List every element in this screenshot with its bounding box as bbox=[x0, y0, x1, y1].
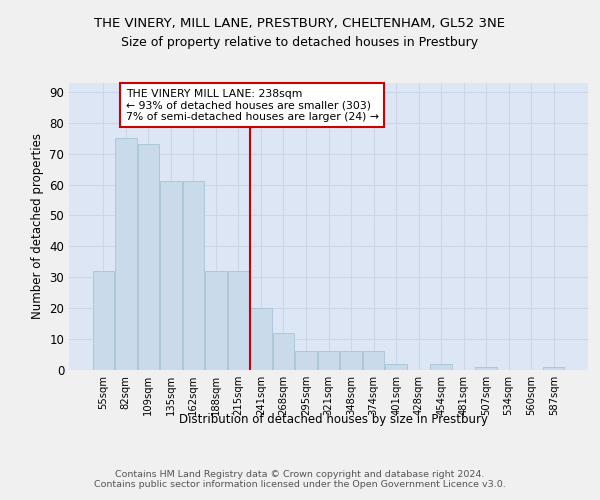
Bar bbox=[137, 144, 159, 370]
Text: THE VINERY MILL LANE: 238sqm
← 93% of detached houses are smaller (303)
7% of se: THE VINERY MILL LANE: 238sqm ← 93% of de… bbox=[126, 88, 379, 122]
Bar bbox=[273, 333, 294, 370]
Bar bbox=[182, 182, 204, 370]
Bar bbox=[430, 364, 452, 370]
Bar bbox=[205, 271, 227, 370]
Y-axis label: Number of detached properties: Number of detached properties bbox=[31, 133, 44, 320]
Bar bbox=[543, 367, 565, 370]
Text: THE VINERY, MILL LANE, PRESTBURY, CHELTENHAM, GL52 3NE: THE VINERY, MILL LANE, PRESTBURY, CHELTE… bbox=[95, 18, 505, 30]
Text: Contains HM Land Registry data © Crown copyright and database right 2024.
Contai: Contains HM Land Registry data © Crown c… bbox=[94, 470, 506, 490]
Bar bbox=[250, 308, 272, 370]
Bar bbox=[115, 138, 137, 370]
Bar bbox=[340, 352, 362, 370]
Text: Distribution of detached houses by size in Prestbury: Distribution of detached houses by size … bbox=[179, 412, 488, 426]
Bar bbox=[475, 367, 497, 370]
Bar bbox=[228, 271, 249, 370]
Bar bbox=[160, 182, 182, 370]
Bar bbox=[318, 352, 339, 370]
Bar bbox=[92, 271, 114, 370]
Bar bbox=[363, 352, 384, 370]
Text: Size of property relative to detached houses in Prestbury: Size of property relative to detached ho… bbox=[121, 36, 479, 49]
Bar bbox=[295, 352, 317, 370]
Bar bbox=[385, 364, 407, 370]
